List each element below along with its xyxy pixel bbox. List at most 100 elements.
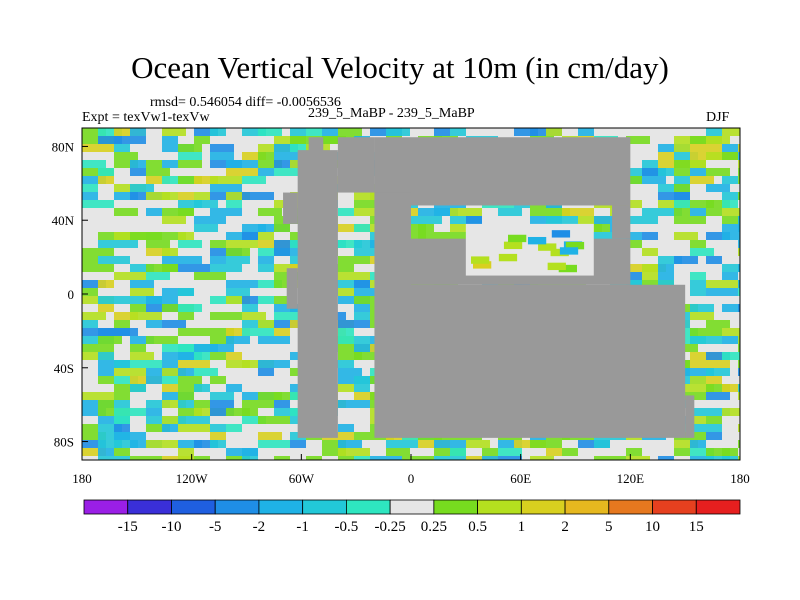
field-cell — [146, 248, 170, 256]
field-cell — [498, 440, 522, 448]
field-cell — [338, 328, 354, 336]
field-cell — [82, 176, 106, 184]
field-cell — [386, 448, 410, 456]
field-cell — [82, 424, 98, 432]
colorbar-label: 2 — [561, 519, 569, 535]
field-cell — [690, 144, 722, 152]
field-cell — [674, 304, 698, 312]
field-cell — [114, 160, 138, 168]
field-cell — [322, 384, 354, 392]
basin-cell — [547, 262, 566, 271]
field-cell — [146, 272, 170, 280]
field-cell — [690, 408, 706, 416]
field-cell — [178, 312, 194, 320]
field-cell — [82, 280, 106, 288]
field-cell — [114, 312, 138, 320]
field-cell — [722, 208, 740, 216]
field-cell — [658, 264, 674, 272]
field-cell — [130, 384, 146, 392]
field-cell — [178, 408, 202, 416]
field-cell — [210, 352, 226, 360]
field-cell — [258, 296, 274, 304]
field-cell — [738, 384, 740, 392]
field-cell — [82, 392, 114, 400]
field-cell — [258, 432, 282, 440]
field-cell — [258, 320, 274, 328]
x-tick-label: 60W — [289, 471, 315, 486]
field-cell — [338, 208, 354, 216]
y-tick-label: 40S — [54, 361, 74, 376]
field-cell — [706, 456, 730, 460]
field-cell — [338, 440, 362, 448]
field-cell — [322, 440, 346, 448]
basin-cell — [508, 234, 527, 243]
field-cell — [722, 448, 738, 456]
field-cell — [82, 408, 106, 416]
field-cell — [722, 176, 738, 184]
field-cell — [274, 296, 290, 304]
field-cell — [130, 304, 146, 312]
field-cell — [258, 440, 290, 448]
field-cell — [594, 456, 626, 460]
field-cell — [226, 384, 242, 392]
field-cell — [194, 272, 226, 280]
field-cell — [274, 456, 290, 460]
field-cell — [738, 248, 740, 256]
field-cell — [114, 400, 130, 408]
field-cell — [178, 264, 210, 272]
field-cell — [98, 304, 114, 312]
field-cell — [626, 456, 650, 460]
field-cell — [722, 152, 738, 160]
field-cell — [162, 192, 178, 200]
field-cell — [722, 232, 740, 240]
field-cell — [242, 176, 266, 184]
field-cell — [690, 368, 714, 376]
colorbar-label: 10 — [645, 519, 660, 535]
field-cell — [146, 320, 162, 328]
field-cell — [658, 168, 674, 176]
field-cell — [194, 192, 210, 200]
field-cell — [626, 216, 658, 224]
field-cell — [530, 208, 546, 216]
field-cell — [530, 440, 562, 448]
field-cell — [674, 176, 690, 184]
field-cell — [114, 208, 138, 216]
field-cell — [722, 304, 740, 312]
field-cell — [82, 192, 98, 200]
field-cell — [258, 392, 282, 400]
field-cell — [274, 264, 298, 272]
field-cell — [434, 440, 466, 448]
field-cell — [258, 128, 282, 136]
field-cell — [690, 360, 706, 368]
field-cell — [146, 440, 178, 448]
field-cell — [450, 224, 474, 232]
field-cell — [178, 384, 202, 392]
field-cell — [674, 200, 690, 208]
field-cell — [722, 192, 740, 200]
field-cell — [226, 160, 258, 168]
field-cell — [274, 312, 306, 320]
basin-cell — [565, 241, 585, 250]
field-cell — [690, 208, 706, 216]
field-cell — [738, 152, 740, 160]
colorbar-swatch — [477, 499, 522, 515]
field-cell — [226, 296, 250, 304]
field-cell — [178, 256, 202, 264]
field-cell — [210, 432, 226, 440]
field-cell — [578, 128, 594, 136]
field-cell — [242, 152, 266, 160]
field-cell — [338, 400, 370, 408]
field-cell — [674, 440, 698, 448]
field-cell — [674, 448, 690, 456]
field-cell — [274, 400, 290, 408]
field-cell — [162, 248, 178, 256]
field-cell — [194, 352, 210, 360]
field-cell — [98, 456, 130, 460]
colorbar-swatch — [171, 499, 216, 515]
field-cell — [674, 208, 690, 216]
colorbar-swatch — [127, 499, 172, 515]
field-cell — [178, 144, 202, 152]
land-block — [374, 192, 411, 438]
field-cell — [690, 248, 714, 256]
field-cell — [642, 272, 658, 280]
